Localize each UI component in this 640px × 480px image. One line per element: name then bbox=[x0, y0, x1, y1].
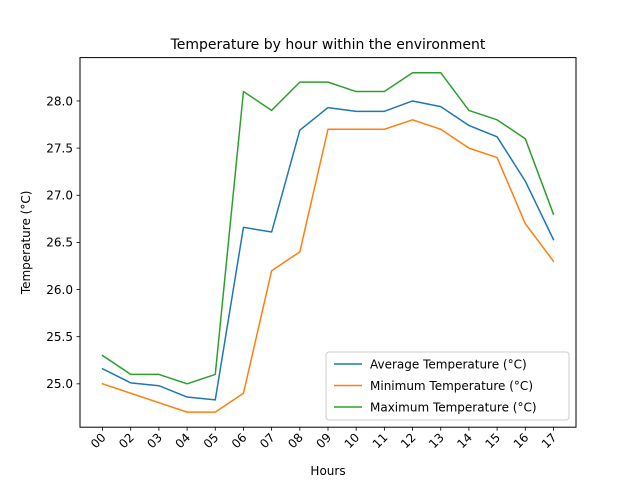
series-line-2 bbox=[101, 71, 555, 385]
chart-title: Temperature by hour within the environme… bbox=[170, 37, 486, 53]
legend-box bbox=[325, 351, 570, 421]
series-line-0 bbox=[101, 100, 555, 401]
y-tick-label: 26.5 bbox=[46, 236, 73, 250]
y-tick-label: 28.0 bbox=[46, 94, 73, 108]
legend-label-2: Maximum Temperature (°C) bbox=[370, 400, 537, 414]
series-line-1 bbox=[101, 119, 555, 413]
y-tick-label: 27.5 bbox=[46, 141, 73, 155]
legend-label-0: Average Temperature (°C) bbox=[370, 357, 527, 371]
x-axis-label: Hours bbox=[310, 464, 345, 478]
plot-area bbox=[101, 71, 555, 413]
legend: Average Temperature (°C) Minimum Temperat… bbox=[325, 351, 570, 421]
y-axis-ticks: 25.0 25.5 26.0 26.5 27.0 27.5 28.0 bbox=[46, 94, 80, 391]
y-tick-label: 25.0 bbox=[46, 377, 73, 391]
x-axis-ticks: 00 02 03 04 05 06 07 08 09 10 11 12 13 14 15 16 17 bbox=[88, 427, 560, 451]
y-tick-label: 26.0 bbox=[46, 283, 73, 297]
legend-label-1: Minimum Temperature (°C) bbox=[370, 379, 533, 393]
y-tick-label: 27.0 bbox=[46, 189, 73, 203]
y-axis-label: Temperature (°C) bbox=[19, 191, 33, 296]
y-tick-label: 25.5 bbox=[46, 330, 73, 344]
